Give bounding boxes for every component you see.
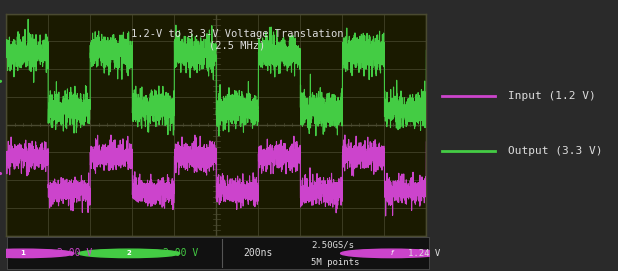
FancyBboxPatch shape xyxy=(7,237,429,269)
Text: 200ns: 200ns xyxy=(243,249,273,258)
Circle shape xyxy=(0,249,74,258)
Text: f: f xyxy=(390,250,392,256)
Text: Output (3.3 V): Output (3.3 V) xyxy=(508,146,603,156)
Circle shape xyxy=(78,249,180,258)
Text: 1.24 V: 1.24 V xyxy=(408,249,441,258)
Text: 1: 1 xyxy=(20,250,25,256)
Text: Input (1.2 V): Input (1.2 V) xyxy=(508,91,596,101)
Text: 2.50GS/s: 2.50GS/s xyxy=(311,240,354,249)
Text: 2.00 V: 2.00 V xyxy=(57,249,92,258)
Text: 5M points: 5M points xyxy=(311,258,359,267)
Text: 2.00 V: 2.00 V xyxy=(163,249,198,258)
Text: 1.2-V to 3.3-V Voltage Translation
(2.5 MHz): 1.2-V to 3.3-V Voltage Translation (2.5 … xyxy=(131,29,344,51)
Text: 2: 2 xyxy=(127,250,131,256)
Circle shape xyxy=(341,249,442,258)
